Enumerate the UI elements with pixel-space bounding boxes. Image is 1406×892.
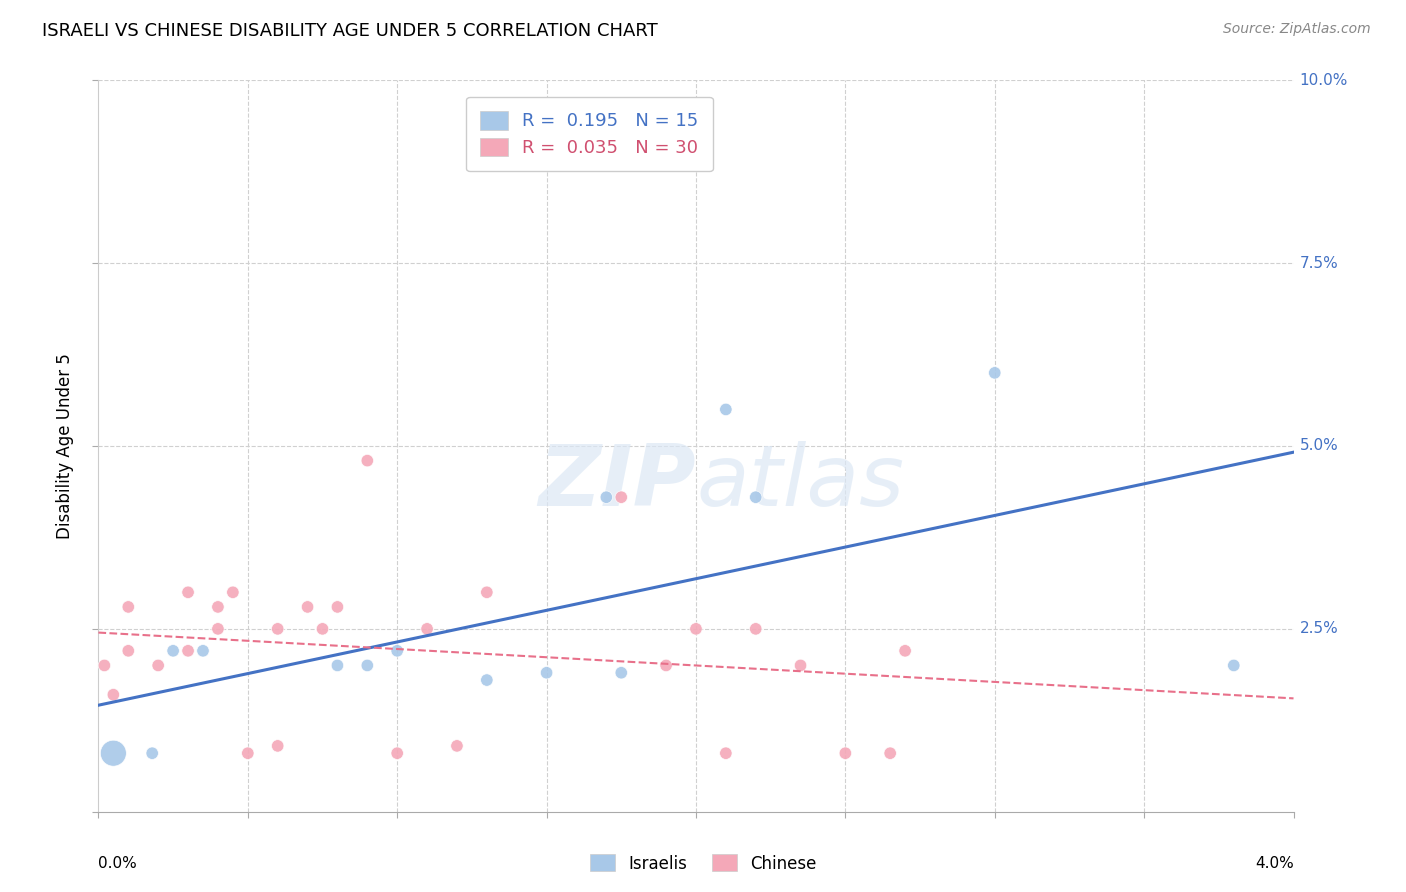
Point <box>714 402 737 417</box>
Y-axis label: Disability Age Under 5: Disability Age Under 5 <box>56 353 75 539</box>
Text: ISRAELI VS CHINESE DISABILITY AGE UNDER 5 CORRELATION CHART: ISRAELI VS CHINESE DISABILITY AGE UNDER … <box>42 22 658 40</box>
Text: Source: ZipAtlas.com: Source: ZipAtlas.com <box>1223 22 1371 37</box>
Point <box>685 622 707 636</box>
Point <box>385 746 409 760</box>
Point <box>267 622 290 636</box>
Point <box>356 658 378 673</box>
Point <box>311 622 333 636</box>
Point <box>103 746 125 760</box>
Point <box>177 585 200 599</box>
Point <box>1223 658 1246 673</box>
Point <box>595 490 617 504</box>
Point <box>446 739 468 753</box>
Text: 10.0%: 10.0% <box>1299 73 1348 87</box>
Text: 7.5%: 7.5% <box>1299 256 1339 270</box>
Point <box>714 746 737 760</box>
Point <box>475 585 498 599</box>
Point <box>117 644 139 658</box>
Point <box>475 673 498 687</box>
Text: ZIP: ZIP <box>538 441 696 524</box>
Point <box>191 644 214 658</box>
Text: 4.0%: 4.0% <box>1254 855 1294 871</box>
Point <box>536 665 558 680</box>
Point <box>984 366 1007 380</box>
Point <box>207 599 229 614</box>
Point <box>894 644 917 658</box>
Point <box>177 644 200 658</box>
Point <box>117 599 139 614</box>
Text: 2.5%: 2.5% <box>1299 622 1339 636</box>
Point <box>356 453 378 467</box>
Point <box>610 490 633 504</box>
Point <box>745 490 768 504</box>
Point <box>103 688 125 702</box>
Text: 5.0%: 5.0% <box>1299 439 1339 453</box>
Point <box>385 644 409 658</box>
Point <box>207 622 229 636</box>
Point <box>745 622 768 636</box>
Legend: R =  0.195   N = 15, R =  0.035   N = 30: R = 0.195 N = 15, R = 0.035 N = 30 <box>465 96 713 171</box>
Point <box>416 622 439 636</box>
Point <box>162 644 184 658</box>
Legend: Israelis, Chinese: Israelis, Chinese <box>583 847 823 880</box>
Point <box>789 658 811 673</box>
Point <box>834 746 856 760</box>
Point <box>610 665 633 680</box>
Point <box>297 599 319 614</box>
Point <box>326 658 349 673</box>
Point <box>236 746 259 760</box>
Point <box>222 585 245 599</box>
Point <box>267 739 290 753</box>
Text: atlas: atlas <box>696 441 904 524</box>
Point <box>148 658 170 673</box>
Point <box>655 658 678 673</box>
Point <box>93 658 115 673</box>
Point <box>141 746 163 760</box>
Point <box>326 599 349 614</box>
Text: 0.0%: 0.0% <box>98 855 138 871</box>
Point <box>879 746 901 760</box>
